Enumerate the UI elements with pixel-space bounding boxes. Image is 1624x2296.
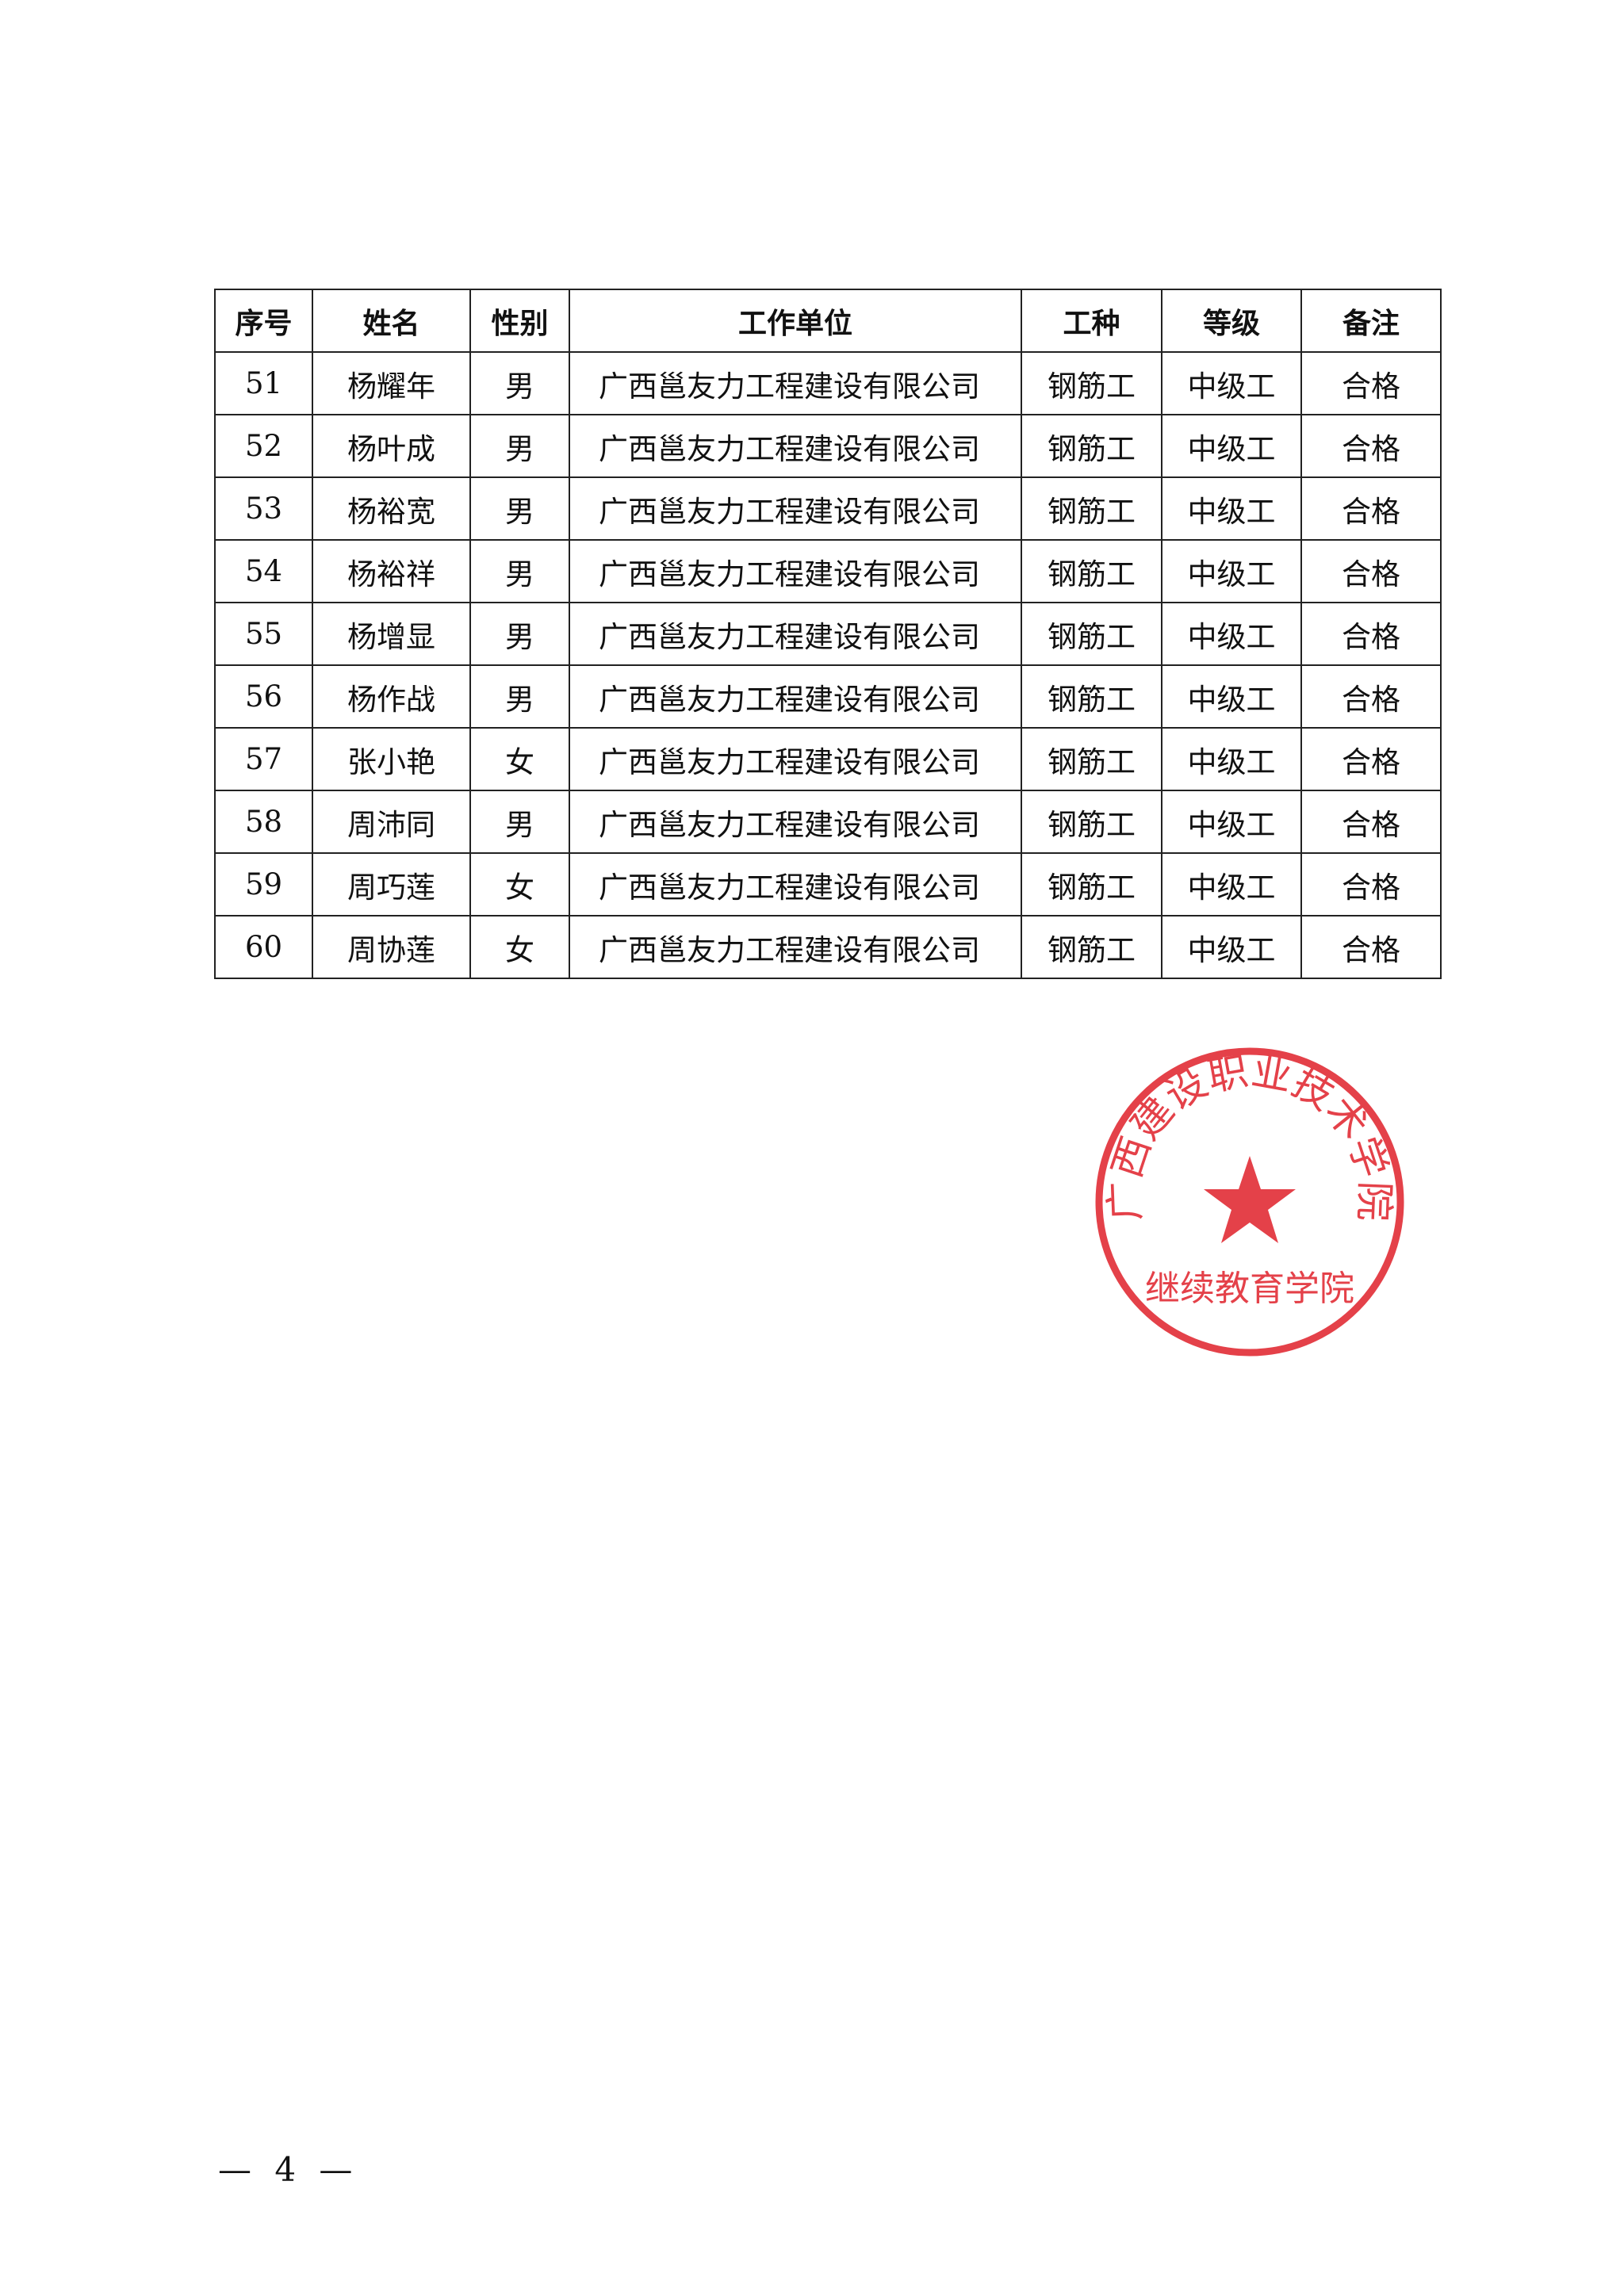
table-cell: 钢筋工 <box>1021 664 1162 729</box>
column-header: 备注 <box>1300 289 1442 353</box>
table-cell: 合格 <box>1300 915 1442 979</box>
table-row: 58 周沛同男广西邕友力工程建设有限公司 钢筋工 中级工 合格 <box>214 790 1442 854</box>
table-cell: 周沛同 <box>312 790 471 854</box>
table-cell: 周协莲 <box>312 915 471 979</box>
table-cell: 杨耀年 <box>312 351 471 415</box>
table-cell: 男 <box>469 664 570 729</box>
table-cell: 女 <box>469 852 570 916</box>
table-row: 51 杨耀年男广西邕友力工程建设有限公司 钢筋工 中级工 合格 <box>214 351 1442 415</box>
table-body: 51 杨耀年男广西邕友力工程建设有限公司 钢筋工 中级工 合格 52 杨叶成男广西邕友力工程… <box>214 351 1442 979</box>
table-cell: 中级工 <box>1161 790 1302 854</box>
seal-arc-text: 广西建设职业技术学院 <box>1101 1047 1398 1222</box>
table-cell: 中级工 <box>1161 414 1302 478</box>
seal-ring <box>1095 1047 1404 1357</box>
table-cell: 女 <box>469 727 570 791</box>
table-cell: 广西邕友力工程建设有限公司 <box>569 351 1022 415</box>
table-row: 59 周巧莲女广西邕友力工程建设有限公司 钢筋工 中级工 合格 <box>214 852 1442 916</box>
table-cell: 男 <box>469 602 570 666</box>
table-cell: 合格 <box>1300 727 1442 791</box>
table-cell: 合格 <box>1300 664 1442 729</box>
table-cell: 广西邕友力工程建设有限公司 <box>569 852 1022 916</box>
table-cell: 男 <box>469 476 570 541</box>
table-cell: 广西邕友力工程建设有限公司 <box>569 790 1022 854</box>
table-cell: 钢筋工 <box>1021 476 1162 541</box>
table-cell: 56 <box>214 664 313 729</box>
table-cell: 中级工 <box>1161 476 1302 541</box>
table-cell: 52 <box>214 414 313 478</box>
table-cell: 中级工 <box>1161 351 1302 415</box>
table-cell: 周巧莲 <box>312 852 471 916</box>
table-cell: 杨裕宽 <box>312 476 471 541</box>
star-icon <box>1204 1156 1296 1243</box>
table-cell: 合格 <box>1300 351 1442 415</box>
table-cell: 合格 <box>1300 476 1442 541</box>
roster-table: 序号 姓名 性别 工作单位 工种 等级 备注 51 杨耀年男广西邕友力工程建设有限公司 钢筋工中… <box>214 289 1442 979</box>
seal-bottom-text: 继续教育学院 <box>1145 1269 1354 1309</box>
table-row: 53 杨裕宽男广西邕友力工程建设有限公司 钢筋工 中级工 合格 <box>214 476 1442 541</box>
table-cell: 女 <box>469 915 570 979</box>
table-row: 54 杨裕祥男广西邕友力工程建设有限公司 钢筋工 中级工 合格 <box>214 539 1442 603</box>
page-number: — 4 — <box>218 2150 359 2189</box>
table-cell: 男 <box>469 414 570 478</box>
table-cell: 男 <box>469 351 570 415</box>
table-cell: 广西邕友力工程建设有限公司 <box>569 539 1022 603</box>
table-row: 57 张小艳女广西邕友力工程建设有限公司 钢筋工 中级工 合格 <box>214 727 1442 791</box>
table-cell: 合格 <box>1300 539 1442 603</box>
table-cell: 钢筋工 <box>1021 414 1162 478</box>
table-cell: 广西邕友力工程建设有限公司 <box>569 915 1022 979</box>
table-cell: 钢筋工 <box>1021 790 1162 854</box>
column-header: 性别 <box>469 289 570 353</box>
table-cell: 杨作战 <box>312 664 471 729</box>
table-cell: 男 <box>469 539 570 603</box>
column-header: 工作单位 <box>569 289 1022 353</box>
table-cell: 中级工 <box>1161 539 1302 603</box>
table-row: 60 周协莲女广西邕友力工程建设有限公司 钢筋工 中级工 合格 <box>214 915 1442 979</box>
table-cell: 钢筋工 <box>1021 539 1162 603</box>
table-cell: 张小艳 <box>312 727 471 791</box>
table-cell: 杨增显 <box>312 602 471 666</box>
table-cell: 钢筋工 <box>1021 727 1162 791</box>
table-cell: 广西邕友力工程建设有限公司 <box>569 414 1022 478</box>
column-header: 等级 <box>1161 289 1302 353</box>
table-cell: 中级工 <box>1161 602 1302 666</box>
table-cell: 合格 <box>1300 852 1442 916</box>
table-cell: 合格 <box>1300 790 1442 854</box>
table-cell: 中级工 <box>1161 852 1302 916</box>
table-cell: 广西邕友力工程建设有限公司 <box>569 476 1022 541</box>
column-header: 序号 <box>214 289 313 353</box>
table-cell: 中级工 <box>1161 727 1302 791</box>
table-cell: 广西邕友力工程建设有限公司 <box>569 727 1022 791</box>
column-header: 工种 <box>1021 289 1162 353</box>
column-header: 姓名 <box>312 289 471 353</box>
table-cell: 合格 <box>1300 602 1442 666</box>
table-cell: 杨裕祥 <box>312 539 471 603</box>
table-row: 52 杨叶成男广西邕友力工程建设有限公司 钢筋工 中级工 合格 <box>214 414 1442 478</box>
table-cell: 男 <box>469 790 570 854</box>
table-cell: 合格 <box>1300 414 1442 478</box>
table-cell: 广西邕友力工程建设有限公司 <box>569 664 1022 729</box>
table-cell: 钢筋工 <box>1021 351 1162 415</box>
table-cell: 钢筋工 <box>1021 915 1162 979</box>
table-cell: 51 <box>214 351 313 415</box>
table-cell: 53 <box>214 476 313 541</box>
table-cell: 杨叶成 <box>312 414 471 478</box>
table-cell: 钢筋工 <box>1021 602 1162 666</box>
table-cell: 中级工 <box>1161 664 1302 729</box>
official-seal: 广西建设职业技术学院 继续教育学院 <box>1095 1047 1404 1357</box>
table-row: 55 杨增显男广西邕友力工程建设有限公司 钢筋工 中级工 合格 <box>214 602 1442 666</box>
table-cell: 广西邕友力工程建设有限公司 <box>569 602 1022 666</box>
table-cell: 60 <box>214 915 313 979</box>
table-cell: 55 <box>214 602 313 666</box>
table-header: 序号 姓名 性别 工作单位 工种 等级 备注 <box>214 289 1442 353</box>
table-cell: 中级工 <box>1161 915 1302 979</box>
seal-arc-text-path: 广西建设职业技术学院 <box>1101 1047 1398 1222</box>
table-row: 56 杨作战男广西邕友力工程建设有限公司 钢筋工 中级工 合格 <box>214 664 1442 729</box>
table-cell: 58 <box>214 790 313 854</box>
table-cell: 57 <box>214 727 313 791</box>
table-cell: 钢筋工 <box>1021 852 1162 916</box>
table-cell: 54 <box>214 539 313 603</box>
table-cell: 59 <box>214 852 313 916</box>
